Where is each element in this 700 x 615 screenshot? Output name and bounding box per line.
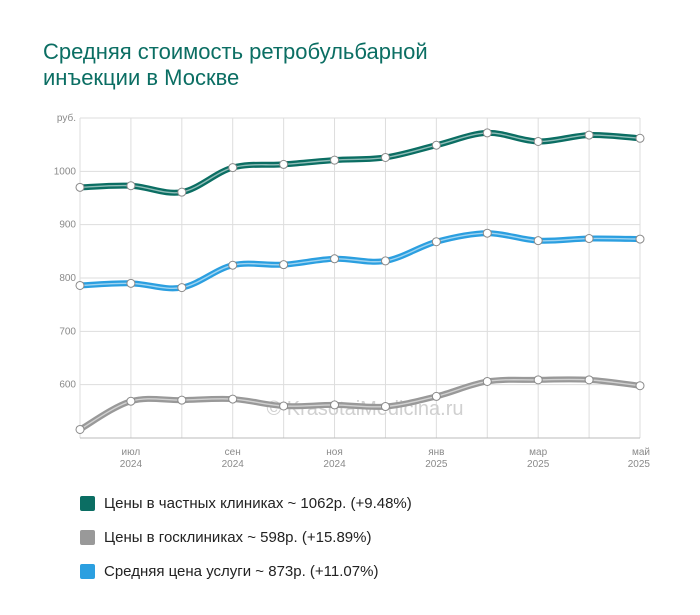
y-tick-label: 800 bbox=[59, 273, 76, 284]
data-point-public bbox=[584, 375, 594, 385]
legend-item-public[interactable]: Цены в госклиниках ~ 598р. (+15.89%) bbox=[80, 520, 412, 554]
chart-legend: Цены в частных клиниках ~ 1062р. (+9.48%… bbox=[80, 486, 412, 588]
x-tick-year-label: 2025 bbox=[527, 459, 550, 470]
data-point-average bbox=[279, 260, 289, 270]
legend-swatch-average bbox=[80, 563, 95, 579]
data-point-public bbox=[482, 376, 492, 386]
series-line-public bbox=[77, 376, 643, 433]
data-point-private bbox=[482, 128, 492, 138]
data-point-average bbox=[380, 256, 390, 266]
x-tick-month-label: мар bbox=[529, 447, 547, 458]
y-tick-label: 600 bbox=[59, 380, 76, 391]
legend-swatch-public bbox=[80, 529, 95, 545]
legend-label-average: Средняя цена услуги ~ 873р. (+11.07%) bbox=[104, 562, 379, 580]
x-tick-month-label: май bbox=[632, 447, 650, 458]
y-axis-unit-label: руб. bbox=[57, 112, 76, 124]
data-point-private bbox=[533, 136, 543, 146]
y-tick-label: 700 bbox=[59, 326, 76, 337]
x-tick-month-label: янв bbox=[428, 447, 444, 458]
data-point-private bbox=[126, 181, 136, 191]
data-point-private bbox=[380, 152, 390, 162]
chart-title-line-1: Средняя стоимость ретробульбарной bbox=[43, 39, 428, 64]
legend-label-private: Цены в частных клиниках ~ 1062р. (+9.48%… bbox=[104, 494, 412, 512]
data-point-private bbox=[330, 155, 340, 165]
x-tick-month-label: сен bbox=[225, 447, 241, 458]
data-point-public bbox=[279, 401, 289, 411]
legend-item-private[interactable]: Цены в частных клиниках ~ 1062р. (+9.48%… bbox=[80, 486, 412, 520]
data-point-average bbox=[584, 234, 594, 244]
data-point-public bbox=[431, 391, 441, 401]
chart-title: Средняя стоимость ретробульбарной инъекц… bbox=[43, 39, 563, 91]
data-point-public bbox=[330, 400, 340, 410]
data-point-public bbox=[380, 402, 390, 412]
data-point-private bbox=[431, 140, 441, 150]
x-tick-year-label: 2024 bbox=[222, 459, 245, 470]
x-tick-month-label: ноя bbox=[326, 447, 343, 458]
x-tick-year-label: 2024 bbox=[120, 459, 143, 470]
data-point-public bbox=[126, 396, 136, 406]
series-line-private bbox=[77, 129, 643, 196]
data-point-average bbox=[533, 236, 543, 246]
data-point-average bbox=[635, 234, 645, 244]
data-point-average bbox=[228, 260, 238, 270]
data-point-average bbox=[126, 278, 136, 288]
data-point-average bbox=[177, 283, 187, 293]
x-tick-year-label: 2025 bbox=[425, 459, 448, 470]
legend-swatch-private bbox=[80, 495, 95, 511]
y-tick-label: 900 bbox=[59, 220, 76, 231]
data-point-average bbox=[482, 228, 492, 238]
data-point-average bbox=[330, 254, 340, 264]
data-point-private bbox=[75, 182, 85, 192]
x-tick-year-label: 2025 bbox=[628, 459, 651, 470]
data-point-private bbox=[584, 130, 594, 140]
data-point-public bbox=[75, 424, 85, 434]
y-tick-label: 1000 bbox=[54, 166, 77, 177]
data-point-public bbox=[177, 395, 187, 405]
legend-item-average[interactable]: Средняя цена услуги ~ 873р. (+11.07%) bbox=[80, 554, 412, 588]
data-point-private bbox=[228, 163, 238, 173]
data-point-public bbox=[533, 375, 543, 385]
data-point-public bbox=[228, 394, 238, 404]
data-point-average bbox=[431, 237, 441, 247]
x-tick-month-label: июл bbox=[122, 447, 141, 458]
line-chart: 6007008009001000руб.июл2024сен2024ноя202… bbox=[54, 112, 651, 470]
legend-label-public: Цены в госклиниках ~ 598р. (+15.89%) bbox=[104, 528, 372, 546]
data-point-private bbox=[177, 187, 187, 197]
data-point-private bbox=[279, 159, 289, 169]
data-point-average bbox=[75, 280, 85, 290]
data-point-public bbox=[635, 381, 645, 391]
data-point-private bbox=[635, 133, 645, 143]
x-tick-year-label: 2024 bbox=[323, 459, 346, 470]
chart-title-line-2: инъекции в Москве bbox=[43, 65, 240, 90]
